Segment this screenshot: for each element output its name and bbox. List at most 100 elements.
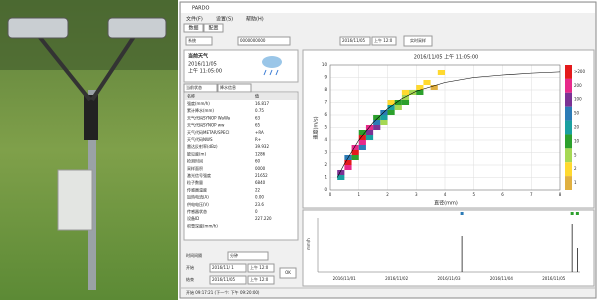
toolbar-value[interactable]: 系统 (188, 37, 196, 43)
legend-swatch (565, 134, 572, 148)
legend-swatch (565, 65, 572, 79)
spectrum-cell (366, 130, 373, 135)
timeline-y-label: mm/h (306, 238, 311, 250)
table-cell: 天气代码METAR/SPECI (187, 129, 229, 135)
legend-swatch (565, 107, 572, 121)
legend-label: 200 (574, 83, 582, 88)
spectrum-cell (373, 120, 380, 125)
menu-item[interactable]: 帮助(H) (246, 16, 264, 23)
table-cell: 天气代码SYNOP WaWa (187, 114, 231, 120)
table-header-cell: 值 (255, 93, 259, 99)
event-marker[interactable] (571, 212, 574, 215)
event-marker[interactable] (461, 212, 464, 215)
table-cell: 检测时间 (187, 158, 203, 164)
menu-item[interactable]: 文件(F) (186, 16, 203, 23)
table-cell: 激光信号强度 (187, 172, 211, 178)
table-cell: 供电电压(V) (187, 201, 209, 207)
y-tick-label: 10 (322, 62, 328, 67)
legend-label: 20 (574, 125, 580, 130)
control-value[interactable]: 2016/11/ 1 (212, 265, 234, 270)
table-cell: 累计降水(mm) (187, 107, 214, 113)
control-label: 结束 (186, 276, 194, 282)
spectrum-cell (380, 115, 387, 120)
statusbar-text: 开始 09:17:21 (下一个: 下午 09:20:00) (186, 289, 260, 295)
spectrum-cell (344, 165, 351, 170)
ok-label[interactable]: OK (285, 270, 291, 275)
table-cell: 设备ID (187, 215, 199, 221)
table-cell: 积雪深度(mm/h) (187, 222, 218, 228)
timeline-x-label: 2016/11/01 (333, 276, 357, 281)
table-header-cell: 名称 (187, 93, 195, 99)
control-value[interactable]: 2016/11/05 (212, 277, 236, 282)
table-cell: 传感器状态 (187, 208, 207, 214)
legend-swatch (565, 162, 572, 176)
table-cell: 16.817 (255, 101, 269, 106)
sensor-photo (0, 0, 178, 300)
table-cell: 0000 (255, 166, 266, 171)
spectrum-cell (352, 155, 359, 160)
x-tick-label: 7 (530, 192, 533, 197)
table-cell: 能见度(m) (187, 150, 206, 156)
toolbar-value[interactable]: 上午 12:0 (374, 37, 393, 43)
laser-emitter (8, 18, 68, 38)
toolbar-button-label[interactable]: 实时采样 (410, 37, 426, 43)
x-tick-label: 3 (415, 192, 418, 197)
table-cell: 粒子数量 (187, 179, 203, 185)
x-axis-label: 直径(mm) (434, 200, 458, 207)
spectrum-cell (366, 135, 373, 140)
y-axis-label: 速度(m/s) (313, 116, 320, 139)
junction-box (58, 170, 92, 230)
weather-time: 上午 11:05:00 (188, 68, 222, 75)
table-header (185, 93, 297, 100)
spectrum-cell (359, 145, 366, 150)
spectrum-cell (373, 125, 380, 130)
timeline-x-label: 2016/11/05 (542, 276, 566, 281)
weather-date: 2016/11/05 (188, 62, 217, 68)
control-label: 开始 (186, 264, 194, 270)
table-cell: 39.932 (255, 144, 269, 149)
legend-swatch (565, 176, 572, 190)
table-cell: 传感器温度 (187, 186, 207, 192)
spectrum-cell (395, 105, 402, 110)
table-cell: 23.6 (255, 202, 264, 207)
x-tick-label: 1 (357, 192, 360, 197)
tab-label[interactable]: 配置 (208, 26, 218, 32)
spectrum-cell (388, 110, 395, 115)
legend-label: 10 (574, 138, 580, 143)
x-tick-label: 6 (501, 192, 504, 197)
event-marker[interactable] (576, 212, 579, 215)
table-cell: 22 (255, 187, 261, 192)
control-value[interactable]: 上午 12:0 (250, 276, 269, 282)
table-cell: 天气代码SYNOP ww (187, 122, 225, 128)
table-cell: 0.75 (255, 108, 264, 113)
legend-label: 100 (574, 97, 582, 102)
laser-receiver (108, 18, 166, 38)
control-value[interactable]: 上午 12:0 (250, 264, 269, 270)
tab-label[interactable]: 数据 (188, 25, 198, 32)
sensor-head (84, 95, 98, 140)
timeline-x-label: 2016/11/02 (385, 276, 409, 281)
panel-tab-label[interactable]: 降水信息 (220, 84, 236, 90)
legend-swatch (565, 121, 572, 135)
spectrum-cell (438, 70, 445, 75)
timeline-x-label: 2016/11/03 (437, 276, 461, 281)
toolbar-value[interactable]: 2016/11/05 (342, 38, 366, 43)
toolbar-value[interactable]: 0000000000 (240, 38, 266, 43)
spectrum-frame (303, 50, 594, 208)
spectrum-cell (423, 80, 430, 85)
spectrum-cell (402, 90, 409, 95)
table-cell: 6840 (255, 180, 266, 185)
spectrum-cell (402, 100, 409, 105)
table-cell: 天气代码NWS (187, 136, 213, 142)
table-cell: 21652 (255, 173, 268, 178)
control-value[interactable]: 分钟 (230, 252, 238, 258)
cloud (262, 56, 282, 68)
table-cell: 0.00 (255, 195, 264, 200)
legend-swatch (565, 93, 572, 107)
menu-item[interactable]: 设置(S) (216, 16, 233, 23)
body: {"window": {"title": "PARDO", "menu": ["… (0, 0, 598, 300)
panel-tab-label[interactable]: 当前状态 (186, 84, 202, 90)
page: body { margin: 0; width: 598px; height: … (0, 0, 598, 300)
x-tick-label: 4 (444, 192, 447, 197)
spectrum-cell (380, 120, 387, 125)
